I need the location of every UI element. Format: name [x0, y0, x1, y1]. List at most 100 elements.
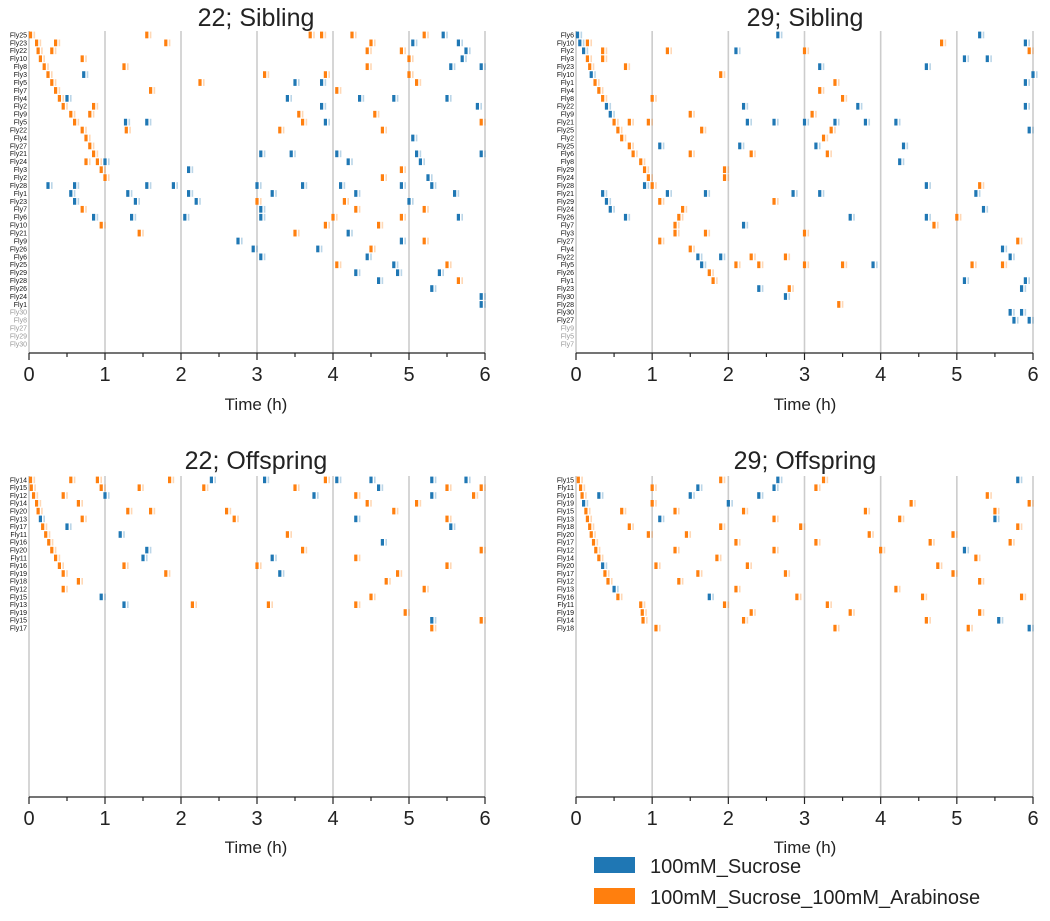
- event-mark: [1019, 308, 1024, 316]
- event-mark-faint: [845, 261, 848, 269]
- event-mark-faint: [613, 205, 615, 213]
- event-mark-faint: [978, 190, 981, 197]
- event-mark: [894, 118, 898, 126]
- y-tick-label: Fly9: [561, 326, 574, 333]
- event-mark: [840, 95, 845, 102]
- legend: 100mM_Sucrose 100mM_Sucrose_100mM_Arabin…: [594, 856, 980, 909]
- event-mark: [863, 118, 868, 126]
- event-mark: [646, 118, 650, 126]
- event-mark: [623, 63, 628, 71]
- y-tick-label: Fly25: [10, 32, 27, 39]
- event-mark: [133, 198, 137, 205]
- event-mark-faint: [168, 39, 171, 47]
- event-mark: [1023, 39, 1027, 47]
- event-mark: [198, 79, 202, 86]
- y-tick-label: Fly1: [561, 80, 574, 87]
- panel-29-sibling: 29; Sibling Time (h) 0 1 2 3 4 5 6Fly6Fly10Fly…: [557, 4, 1039, 414]
- event-mark: [848, 609, 852, 616]
- event-mark: [61, 102, 65, 110]
- event-mark-faint: [434, 182, 437, 189]
- event-mark-faint: [956, 531, 958, 538]
- event-mark: [646, 531, 650, 538]
- event-mark: [825, 601, 829, 608]
- event-mark-faint: [362, 95, 365, 102]
- event-mark-faint: [484, 293, 486, 300]
- event-mark: [620, 507, 624, 515]
- event-mark-faint: [282, 126, 285, 134]
- y-tick-label: Fly11: [10, 532, 27, 539]
- event-mark-faint: [655, 500, 657, 507]
- event-mark: [145, 546, 149, 554]
- event-mark: [1008, 539, 1012, 546]
- event-mark: [772, 484, 776, 491]
- event-mark: [1016, 237, 1020, 245]
- event-mark: [749, 150, 753, 158]
- event-mark: [47, 539, 51, 546]
- event-mark: [757, 492, 761, 499]
- event-mark-faint: [89, 158, 91, 166]
- event-mark: [848, 213, 852, 221]
- event-mark: [745, 118, 749, 126]
- event-mark: [641, 617, 645, 624]
- event-mark-faint: [906, 142, 909, 150]
- event-mark-faint: [632, 118, 634, 126]
- event-mark: [924, 213, 928, 221]
- event-mark-faint: [260, 562, 262, 569]
- event-mark-faint: [48, 531, 51, 538]
- y-tick-label: Fly30: [10, 310, 27, 317]
- event-mark: [1027, 126, 1031, 134]
- event-mark-faint: [990, 492, 992, 499]
- x-tick-label: 0: [570, 808, 581, 830]
- event-mark: [719, 253, 723, 261]
- event-mark-faint: [982, 182, 985, 189]
- event-mark-faint: [617, 585, 619, 593]
- y-tick-label: Fly12: [557, 579, 574, 586]
- event-mark: [578, 484, 583, 491]
- event-mark-faint: [358, 515, 361, 523]
- x-tick-label: 4: [327, 808, 338, 830]
- event-mark: [616, 126, 620, 134]
- event-mark-faint: [108, 492, 110, 499]
- event-mark: [259, 213, 263, 221]
- y-tick-label: Fly25: [10, 262, 27, 269]
- event-mark: [588, 63, 592, 71]
- event-mark: [84, 134, 88, 142]
- event-mark: [396, 570, 400, 577]
- event-mark-faint: [997, 515, 1000, 523]
- y-tick-label: Fly22: [10, 48, 27, 55]
- event-mark-faint: [130, 507, 133, 515]
- event-mark-faint: [339, 261, 342, 269]
- event-mark: [783, 293, 788, 300]
- event-mark-faint: [746, 617, 749, 624]
- event-mark: [821, 134, 826, 142]
- event-mark: [606, 578, 610, 585]
- event-mark: [92, 102, 96, 110]
- event-mark: [597, 87, 601, 94]
- event-mark-faint: [645, 609, 647, 616]
- event-mark-faint: [58, 87, 61, 94]
- event-mark: [688, 245, 692, 253]
- event-mark: [54, 554, 58, 562]
- event-mark-faint: [689, 531, 692, 538]
- event-mark-faint: [385, 174, 387, 181]
- event-mark-faint: [609, 102, 612, 110]
- event-mark: [639, 601, 643, 608]
- event-mark: [924, 617, 928, 624]
- event-mark: [145, 182, 149, 189]
- event-mark-faint: [339, 150, 342, 158]
- event-mark: [50, 79, 54, 86]
- event-mark-faint: [738, 539, 741, 546]
- event-mark: [456, 39, 460, 47]
- event-mark: [373, 110, 377, 118]
- event-mark: [997, 617, 1001, 624]
- event-mark: [335, 476, 339, 484]
- event-mark-faint: [400, 570, 403, 577]
- event-mark: [285, 95, 289, 102]
- event-mark: [57, 95, 61, 102]
- event-mark-faint: [601, 554, 604, 562]
- event-mark-faint: [662, 198, 665, 205]
- event-mark: [80, 205, 84, 213]
- event-mark: [734, 585, 738, 593]
- event-mark-faint: [484, 63, 486, 71]
- event-mark-faint: [872, 531, 874, 538]
